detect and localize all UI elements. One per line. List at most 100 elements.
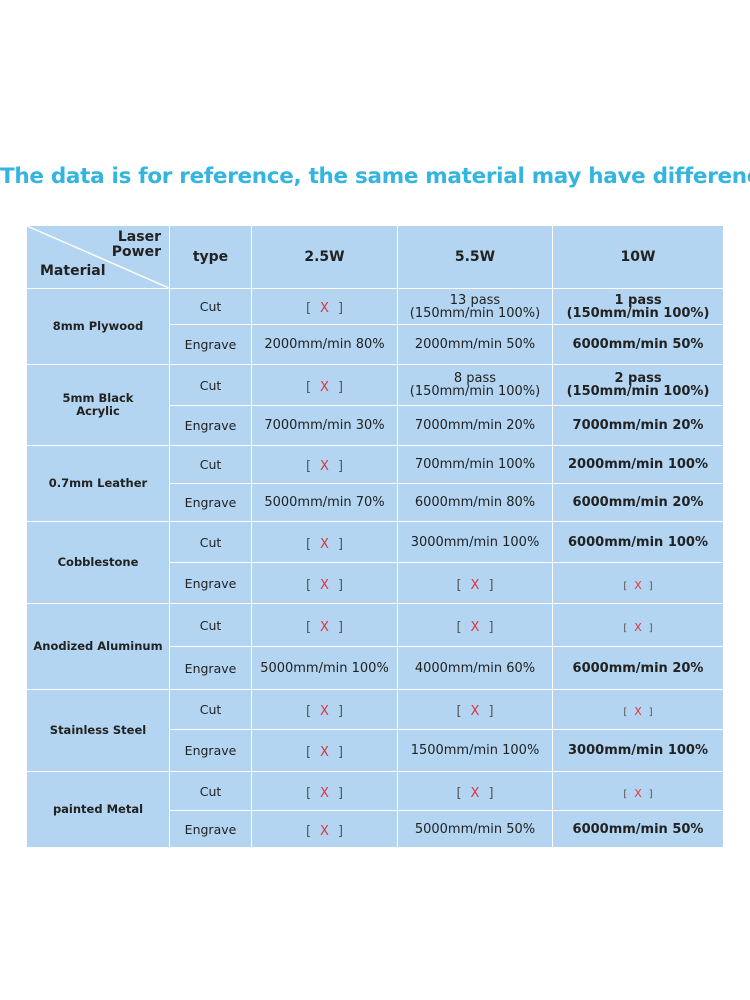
value-cell: 700mm/min 100%: [397, 445, 553, 484]
value-cell: [X]: [251, 771, 398, 811]
type-cell: Cut: [169, 288, 252, 325]
material-cell: Anodized Aluminum: [26, 603, 170, 690]
material-cell: 8mm Plywood: [26, 288, 170, 365]
not-applicable-mark: [X]: [456, 619, 494, 635]
table-row: Engrave [X] [X] [X]: [27, 562, 724, 604]
laser-label: Laser: [117, 229, 161, 245]
value-cell: [X]: [251, 562, 398, 604]
table-row: 5mm Black Acrylic Cut [X] 8 pass (150mm/mi…: [26, 364, 724, 446]
type-cell: Engrave: [169, 729, 252, 772]
table-row: Engrave [X] 5000mm/min 50% 6000mm/min 50…: [27, 810, 724, 848]
laser-power-label: Laser Power: [112, 230, 161, 260]
not-applicable-mark: [X]: [305, 823, 344, 839]
value-cell: 3000mm/min 100%: [552, 729, 724, 772]
value-cell: [X]: [251, 445, 398, 484]
value-cell: [X]: [251, 603, 398, 647]
type-cell: Cut: [169, 689, 252, 730]
page-title: The data is for reference, the same mate…: [0, 164, 750, 189]
type-cell: Cut: [169, 521, 252, 563]
value-cell: 6000mm/min 80%: [397, 483, 553, 522]
material-cell: Cobblestone: [26, 521, 170, 604]
table-row: Cobblestone Cut [X] 3000mm/min 100% 6000…: [26, 521, 724, 604]
not-applicable-mark: [X]: [305, 785, 344, 801]
table-row: Engrave [X] 1500mm/min 100% 3000mm/min 1…: [27, 729, 724, 772]
material-cell: 5mm Black Acrylic: [26, 364, 170, 446]
value-cell: 6000mm/min 100%: [552, 521, 724, 563]
value-cell: [X]: [552, 689, 724, 730]
not-applicable-mark: [X]: [305, 379, 344, 395]
not-applicable-mark: [X]: [305, 619, 344, 635]
not-applicable-mark: [X]: [623, 786, 653, 800]
material-cell: Stainless Steel: [26, 689, 170, 772]
not-applicable-mark: [X]: [305, 301, 344, 316]
value-cell: 2 pass (150mm/min 100%): [552, 364, 724, 406]
table-row: 8mm Plywood Cut [X] 13 pass (150mm/min 10…: [26, 288, 724, 365]
material-cell: painted Metal: [26, 771, 170, 848]
type-header: type: [169, 225, 252, 289]
not-applicable-mark: [X]: [456, 704, 494, 719]
value-cell: 7000mm/min 20%: [397, 405, 553, 446]
value-cell: [X]: [397, 771, 553, 811]
value-cell: 7000mm/min 30%: [251, 405, 398, 446]
laser-settings-table: Laser Power Material type 2.5W 5.5W 10W …: [26, 225, 724, 848]
value-cell: 1500mm/min 100%: [397, 729, 553, 772]
value-cell: [X]: [552, 603, 724, 647]
value-cell: 6000mm/min 20%: [552, 483, 724, 522]
value-cell: 6000mm/min 20%: [552, 646, 724, 690]
table-row: painted Metal Cut [X] [X] [X]: [26, 771, 724, 848]
not-applicable-mark: [X]: [623, 705, 653, 718]
type-cell: Engrave: [169, 810, 252, 848]
value-cell: 2000mm/min 50%: [397, 324, 553, 365]
not-applicable-mark: [X]: [305, 577, 344, 593]
not-applicable-mark: [X]: [305, 704, 344, 719]
value-cell: 5000mm/min 50%: [397, 810, 553, 848]
power-header-2-5w: 2.5W: [251, 225, 398, 289]
material-cell: 0.7mm Leather: [26, 445, 170, 522]
type-cell: Engrave: [169, 562, 252, 604]
value-cell: [X]: [251, 288, 398, 325]
value-cell: [X]: [251, 521, 398, 563]
not-applicable-mark: [X]: [305, 745, 344, 760]
value-cell: 3000mm/min 100%: [397, 521, 553, 563]
not-applicable-mark: [X]: [305, 536, 344, 552]
value-cell: 7000mm/min 20%: [552, 405, 724, 446]
value-cell: 2000mm/min 80%: [251, 324, 398, 365]
type-cell: Engrave: [169, 405, 252, 446]
value-cell: [X]: [251, 810, 398, 848]
power-label: Power: [111, 244, 161, 260]
value-cell: 6000mm/min 50%: [552, 810, 724, 848]
value-cell: 5000mm/min 100%: [251, 646, 398, 690]
type-cell: Cut: [169, 771, 252, 811]
value-cell: 13 pass (150mm/min 100%): [397, 288, 553, 325]
not-applicable-mark: [X]: [623, 620, 653, 634]
type-cell: Engrave: [169, 324, 252, 365]
header-row: Laser Power Material type 2.5W 5.5W 10W: [26, 225, 724, 289]
value-cell: [X]: [552, 771, 724, 811]
table-row: Engrave 5000mm/min 70% 6000mm/min 80% 60…: [27, 483, 724, 522]
value-cell: 6000mm/min 50%: [552, 324, 724, 365]
power-header-5-5w: 5.5W: [397, 225, 553, 289]
value-cell: [X]: [552, 562, 724, 604]
value-cell: 1 pass (150mm/min 100%): [552, 288, 724, 325]
type-cell: Cut: [169, 445, 252, 484]
value-cell: [X]: [397, 689, 553, 730]
power-header-10w: 10W: [552, 225, 724, 289]
value-cell: 2000mm/min 100%: [552, 445, 724, 484]
table-row: 0.7mm Leather Cut [X] 700mm/min 100% 200…: [26, 445, 724, 522]
type-cell: Cut: [169, 603, 252, 647]
value-cell: 5000mm/min 70%: [251, 483, 398, 522]
not-applicable-mark: [X]: [456, 785, 494, 801]
table-row: Engrave 5000mm/min 100% 4000mm/min 60% 6…: [27, 646, 724, 690]
type-cell: Engrave: [169, 483, 252, 522]
corner-header-cell: Laser Power Material: [26, 225, 170, 289]
value-cell: 4000mm/min 60%: [397, 646, 553, 690]
type-cell: Engrave: [169, 646, 252, 690]
not-applicable-mark: [X]: [305, 459, 344, 474]
diagonal-divider: [27, 226, 169, 288]
value-cell: [X]: [251, 689, 398, 730]
material-label: Material: [40, 263, 106, 279]
not-applicable-mark: [X]: [456, 577, 494, 593]
table-row: Stainless Steel Cut [X] [X] [X]: [26, 689, 724, 772]
value-cell: [X]: [397, 562, 553, 604]
value-cell: [X]: [251, 729, 398, 772]
